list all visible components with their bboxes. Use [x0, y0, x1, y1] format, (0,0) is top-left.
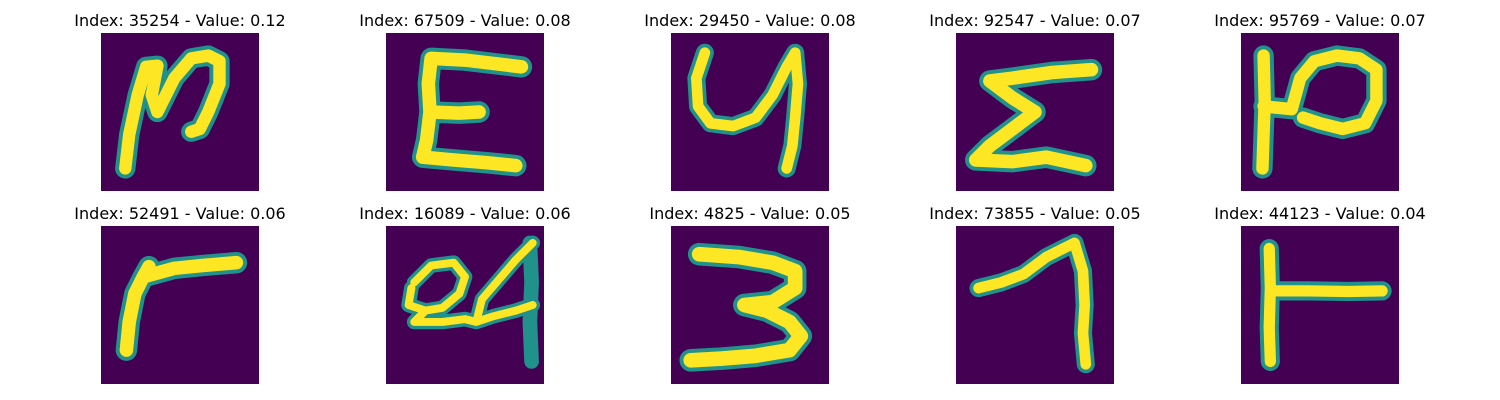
- panel-title: Index: 95769 - Value: 0.07: [1214, 11, 1426, 30]
- p-rotated-icon: [1241, 33, 1399, 191]
- panel-title: Index: 35254 - Value: 0.12: [74, 11, 286, 30]
- panel-6: Index: 52491 - Value: 0.06: [70, 204, 290, 394]
- panel-title: Index: 29450 - Value: 0.08: [644, 11, 856, 30]
- digit-3-icon: [671, 226, 829, 384]
- panel-4: Index: 92547 - Value: 0.07: [925, 11, 1145, 201]
- y-letter-icon: [671, 33, 829, 191]
- panel-title: Index: 67509 - Value: 0.08: [359, 11, 571, 30]
- panel-title: Index: 44123 - Value: 0.04: [1214, 204, 1426, 223]
- panel-2: Index: 67509 - Value: 0.08: [355, 11, 575, 201]
- panel-title: Index: 92547 - Value: 0.07: [929, 11, 1141, 30]
- n-scribble-icon: [101, 33, 259, 191]
- panel-3: Index: 29450 - Value: 0.08: [640, 11, 860, 201]
- gamma-letter-icon: [101, 226, 259, 384]
- panel-10: Index: 44123 - Value: 0.04: [1210, 204, 1430, 394]
- panel-title: Index: 4825 - Value: 0.05: [649, 204, 851, 223]
- digits-24-icon: [386, 226, 544, 384]
- panel-9: Index: 73855 - Value: 0.05: [925, 204, 1145, 394]
- panel-title: Index: 73855 - Value: 0.05: [929, 204, 1141, 223]
- panel-title: Index: 16089 - Value: 0.06: [359, 204, 571, 223]
- panel-7: Index: 16089 - Value: 0.06: [355, 204, 575, 394]
- digit-7-icon: [956, 226, 1114, 384]
- e-letter-icon: [386, 33, 544, 191]
- t-rotated-icon: [1241, 226, 1399, 384]
- panel-8: Index: 4825 - Value: 0.05: [640, 204, 860, 394]
- panel-1: Index: 35254 - Value: 0.12: [70, 11, 290, 201]
- sigma-letter-icon: [956, 33, 1114, 191]
- panel-5: Index: 95769 - Value: 0.07: [1210, 11, 1430, 201]
- panel-title: Index: 52491 - Value: 0.06: [74, 204, 286, 223]
